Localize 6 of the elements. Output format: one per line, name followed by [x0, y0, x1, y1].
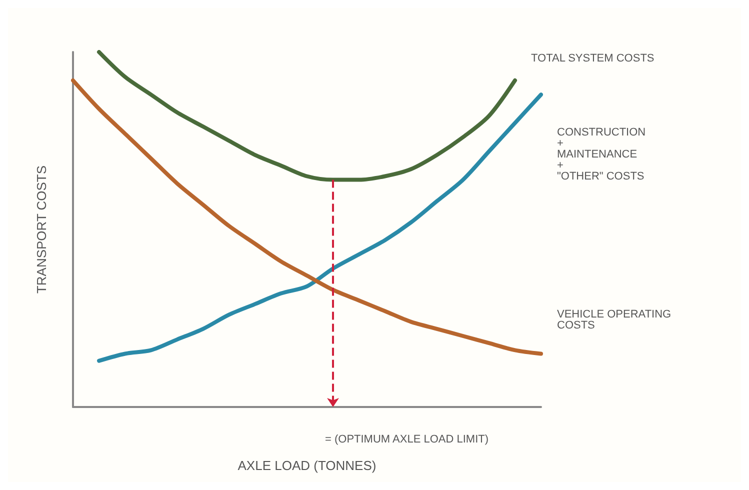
text: = (OPTIMUM AXLE LOAD LIMIT) [325, 434, 489, 446]
text: CONSTRUCTION + MAINTENANCE + "OTHER" COSTS [557, 126, 646, 183]
text: VEHICLE OPERATING COSTS [557, 308, 672, 332]
y-axis-title: TRANSPORT COSTS [34, 165, 49, 294]
x-axis-title: AXLE LOAD (TONNES) [238, 458, 376, 473]
text: TOTAL SYSTEM COSTS [531, 52, 654, 64]
